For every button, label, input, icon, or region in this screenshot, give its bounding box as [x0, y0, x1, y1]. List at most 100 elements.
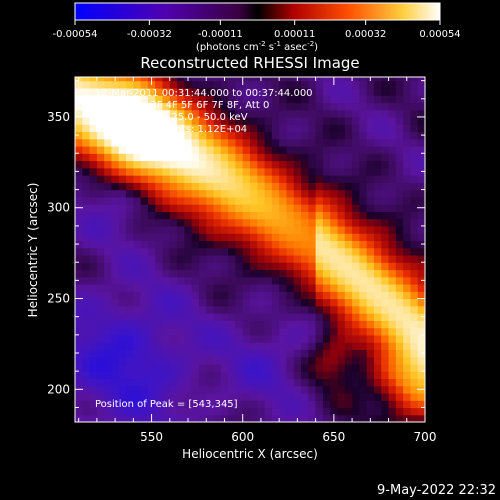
- heatmap-cell: [198, 131, 207, 140]
- heatmap-cell: [388, 262, 397, 271]
- heatmap-cell: [388, 182, 397, 191]
- heatmap-cell: [286, 363, 295, 372]
- heatmap-cell: [118, 363, 127, 372]
- heatmap-cell: [366, 167, 375, 176]
- heatmap-cell: [75, 320, 83, 329]
- heatmap-cell: [220, 298, 229, 307]
- heatmap-cell: [410, 356, 419, 365]
- heatmap-cell: [133, 254, 142, 263]
- heatmap-cell: [403, 109, 412, 118]
- heatmap-cell: [228, 291, 237, 300]
- heatmap-cell: [147, 95, 156, 104]
- heatmap-cell: [133, 400, 142, 409]
- heatmap-cell: [140, 385, 149, 394]
- heatmap-cell: [169, 313, 178, 321]
- heatmap-cell: [410, 313, 419, 321]
- heatmap-cell: [198, 109, 207, 118]
- heatmap-cell: [184, 189, 193, 198]
- heatmap-cell: [417, 189, 425, 198]
- heatmap-cell: [257, 327, 266, 336]
- heatmap-cell: [184, 400, 193, 409]
- heatmap-cell: [250, 153, 258, 162]
- heatmap-cell: [250, 77, 258, 82]
- heatmap-cell: [359, 146, 368, 154]
- heatmap-cell: [352, 77, 360, 82]
- heatmap-cell: [279, 77, 288, 82]
- heatmap-cell: [373, 233, 382, 242]
- heatmap-cell: [279, 291, 288, 300]
- heatmap-cell: [395, 153, 404, 162]
- heatmap-cell: [82, 175, 91, 183]
- heatmap-cell: [126, 189, 134, 198]
- heatmap-cell: [279, 371, 288, 380]
- heatmap-cell: [133, 378, 142, 387]
- heatmap-cell: [373, 276, 382, 285]
- heatmap-cell: [104, 414, 113, 422]
- heatmap-cell: [271, 400, 280, 409]
- heatmap-cell: [322, 414, 331, 422]
- heatmap-cell: [184, 247, 193, 256]
- heatmap-cell: [140, 109, 149, 118]
- heatmap-cell: [191, 392, 200, 401]
- heatmap-cell: [242, 204, 251, 212]
- heatmap-cell: [82, 211, 91, 220]
- heatmap-cell: [162, 146, 171, 154]
- heatmap-cell: [330, 189, 339, 198]
- heatmap-cell: [271, 109, 280, 118]
- heatmap-cell: [155, 334, 164, 343]
- heatmap-cell: [169, 371, 178, 380]
- heatmap-cell: [381, 167, 390, 176]
- heatmap-cell: [96, 124, 105, 133]
- heatmap-cell: [417, 262, 425, 271]
- heatmap-cell: [133, 298, 142, 307]
- heatmap-cell: [359, 218, 368, 227]
- heatmap-cell: [352, 233, 360, 242]
- heatmap-cell: [301, 77, 309, 82]
- heatmap-cell: [257, 356, 266, 365]
- heatmap-cell: [162, 291, 171, 300]
- heatmap-cell: [410, 240, 419, 249]
- heatmap-cell: [293, 218, 302, 227]
- heatmap-cell: [162, 225, 171, 234]
- heatmap-cell: [177, 95, 185, 104]
- heatmap-cell: [235, 334, 244, 343]
- heatmap-cell: [140, 305, 149, 314]
- heatmap-cell: [118, 160, 127, 169]
- heatmap-cell: [330, 95, 339, 104]
- heatmap-cell: [417, 182, 425, 191]
- heatmap-cell: [111, 349, 120, 358]
- heatmap-cell: [235, 189, 244, 198]
- heatmap-cell: [177, 153, 185, 162]
- heatmap-cell: [104, 363, 113, 372]
- heatmap-cell: [162, 218, 171, 227]
- heatmap-cell: [315, 378, 324, 387]
- heatmap-cell: [104, 102, 113, 111]
- heatmap-cell: [373, 80, 382, 89]
- heatmap-cell: [344, 392, 353, 401]
- heatmap-cell: [344, 124, 353, 133]
- heatmap-cell: [228, 269, 237, 278]
- heatmap-cell: [250, 87, 258, 96]
- heatmap-cell: [395, 342, 404, 350]
- heatmap-cell: [242, 153, 251, 162]
- heatmap-cell: [118, 175, 127, 183]
- heatmap-cell: [352, 225, 360, 234]
- heatmap-cell: [330, 225, 339, 234]
- heatmap-cell: [104, 95, 113, 104]
- heatmap-cell: [191, 254, 200, 263]
- heatmap-cell: [104, 407, 113, 416]
- heatmap-cell: [344, 225, 353, 234]
- heatmap-cell: [198, 77, 207, 82]
- heatmap-cell: [235, 313, 244, 321]
- heatmap-cell: [162, 276, 171, 285]
- heatmap-cell: [359, 80, 368, 89]
- heatmap-cell: [286, 371, 295, 380]
- heatmap-cell: [322, 175, 331, 183]
- heatmap-cell: [366, 407, 375, 416]
- heatmap-cell: [403, 80, 412, 89]
- heatmap-cell: [206, 95, 215, 104]
- heatmap-cell: [264, 363, 273, 372]
- heatmap-cell: [82, 305, 91, 314]
- heatmap-cell: [228, 77, 237, 82]
- heatmap-cell: [337, 116, 346, 125]
